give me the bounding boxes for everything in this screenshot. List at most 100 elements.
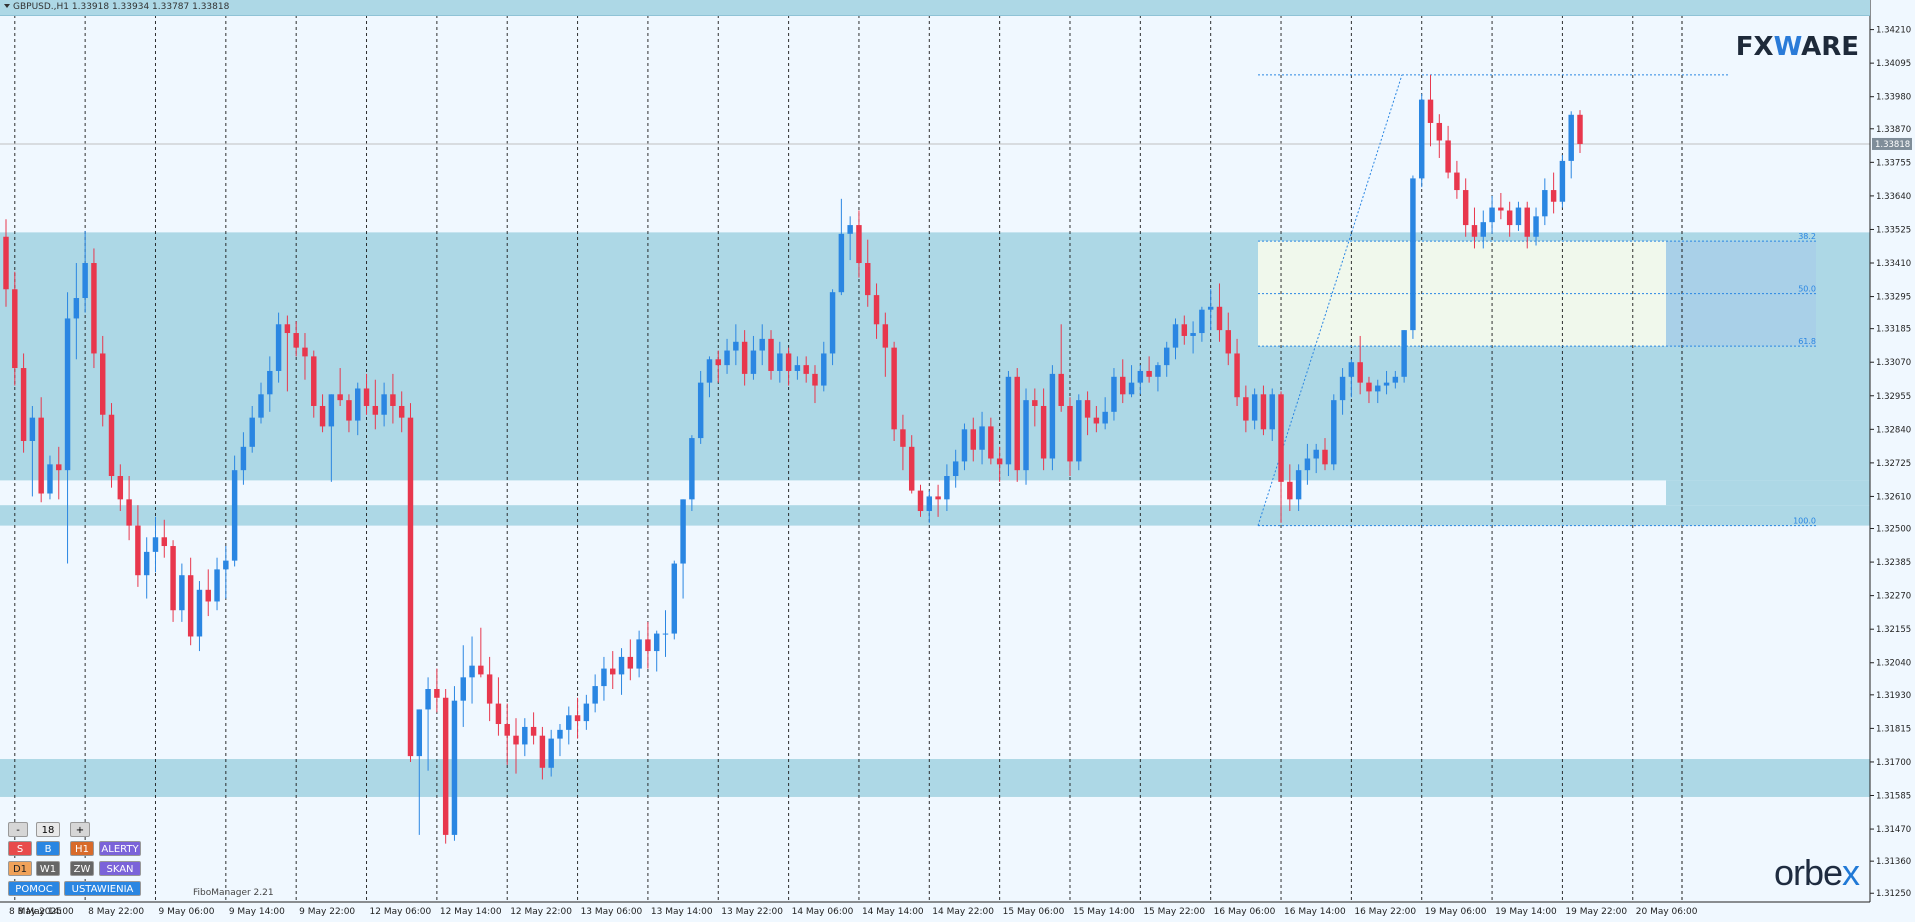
candle[interactable] <box>205 569 211 617</box>
candle[interactable] <box>601 656 607 701</box>
candle[interactable] <box>1120 359 1126 404</box>
candle[interactable] <box>926 490 933 523</box>
candle[interactable] <box>1225 312 1231 366</box>
candle[interactable] <box>407 403 414 762</box>
candle[interactable] <box>1269 388 1275 441</box>
candle[interactable] <box>1023 388 1029 485</box>
candle[interactable] <box>73 263 80 360</box>
candle[interactable] <box>970 417 976 462</box>
candle[interactable] <box>284 315 291 392</box>
candle[interactable] <box>381 382 387 427</box>
candle[interactable] <box>398 391 405 433</box>
candle[interactable] <box>961 423 968 471</box>
candle[interactable] <box>346 394 352 433</box>
candle[interactable] <box>1295 464 1302 512</box>
candle[interactable] <box>196 581 203 652</box>
candle[interactable] <box>311 350 317 418</box>
candle[interactable] <box>108 403 115 488</box>
candle[interactable] <box>170 540 176 622</box>
candle[interactable] <box>214 557 220 611</box>
minus-button[interactable]: - <box>8 822 28 837</box>
candle[interactable] <box>1515 201 1522 231</box>
candle[interactable] <box>451 686 458 841</box>
candle[interactable] <box>1489 195 1495 234</box>
candle[interactable] <box>12 271 18 386</box>
candle[interactable] <box>996 446 1003 482</box>
timeframe-h1-button[interactable]: H1 <box>70 841 94 856</box>
candle[interactable] <box>1401 330 1407 383</box>
candle[interactable] <box>29 405 36 497</box>
candle[interactable] <box>1331 394 1337 471</box>
candle[interactable] <box>1550 172 1557 214</box>
candle[interactable] <box>3 219 9 307</box>
candle[interactable] <box>1480 210 1486 249</box>
candle[interactable] <box>1076 394 1082 471</box>
candle[interactable] <box>1577 110 1583 154</box>
candle[interactable] <box>1146 356 1152 383</box>
candle[interactable] <box>1199 306 1205 342</box>
price-axis[interactable]: 1.34210 1.34095 1.33980 1.33870 1.33755 1.336… <box>1869 0 1915 922</box>
candle[interactable] <box>117 464 124 512</box>
candle[interactable] <box>794 356 801 380</box>
candle[interactable] <box>328 394 335 482</box>
candle[interactable] <box>1533 207 1539 246</box>
candle[interactable] <box>566 706 572 745</box>
candle[interactable] <box>1410 175 1416 339</box>
candle[interactable] <box>1304 443 1311 485</box>
candle[interactable] <box>1216 283 1223 342</box>
sell-button[interactable]: S <box>8 841 32 856</box>
candle[interactable] <box>1137 365 1144 395</box>
candle[interactable] <box>1040 388 1047 471</box>
candle[interactable] <box>785 347 792 386</box>
candle[interactable] <box>1032 388 1038 427</box>
candle[interactable] <box>161 519 168 558</box>
settings-button[interactable]: USTAWIENIA <box>64 881 141 896</box>
candle[interactable] <box>135 505 141 587</box>
candle[interactable] <box>583 694 590 730</box>
candle[interactable] <box>777 341 783 383</box>
candle[interactable] <box>653 630 660 672</box>
candle[interactable] <box>1462 178 1469 237</box>
candle[interactable] <box>979 411 985 465</box>
candle[interactable] <box>768 330 774 380</box>
candle[interactable] <box>1260 385 1267 436</box>
candle[interactable] <box>1322 438 1328 471</box>
candle[interactable] <box>91 248 97 369</box>
alerts-button[interactable]: ALERTY <box>99 841 141 856</box>
zw-button[interactable]: ZW <box>70 861 94 876</box>
candle[interactable] <box>1542 178 1548 226</box>
candle[interactable] <box>671 560 678 640</box>
candle[interactable] <box>1014 368 1020 482</box>
candle[interactable] <box>1207 289 1214 331</box>
candle[interactable] <box>355 382 361 436</box>
candle[interactable] <box>697 370 704 444</box>
candle[interactable] <box>469 636 475 704</box>
candle[interactable] <box>557 724 563 757</box>
candle[interactable] <box>1427 74 1434 147</box>
candle[interactable] <box>1111 368 1117 421</box>
candle[interactable] <box>539 726 546 780</box>
candle[interactable] <box>258 382 264 424</box>
dropdown-triangle-icon[interactable] <box>4 4 10 8</box>
candle[interactable] <box>20 353 27 453</box>
candle[interactable] <box>1128 365 1135 398</box>
candle[interactable] <box>1392 370 1399 389</box>
candle[interactable] <box>1172 318 1179 360</box>
candle[interactable] <box>434 668 440 713</box>
candle[interactable] <box>1084 391 1091 436</box>
candle[interactable] <box>1155 362 1161 392</box>
candle[interactable] <box>126 476 132 541</box>
candle[interactable] <box>363 373 370 415</box>
candle[interactable] <box>900 414 906 471</box>
candle[interactable] <box>513 718 519 774</box>
candle[interactable] <box>337 368 343 406</box>
candle[interactable] <box>1067 397 1073 477</box>
candle[interactable] <box>240 432 247 485</box>
candle[interactable] <box>1181 315 1188 345</box>
candle[interactable] <box>179 563 185 622</box>
candle[interactable] <box>812 365 818 404</box>
candle[interactable] <box>442 689 449 844</box>
candle[interactable] <box>574 697 581 739</box>
